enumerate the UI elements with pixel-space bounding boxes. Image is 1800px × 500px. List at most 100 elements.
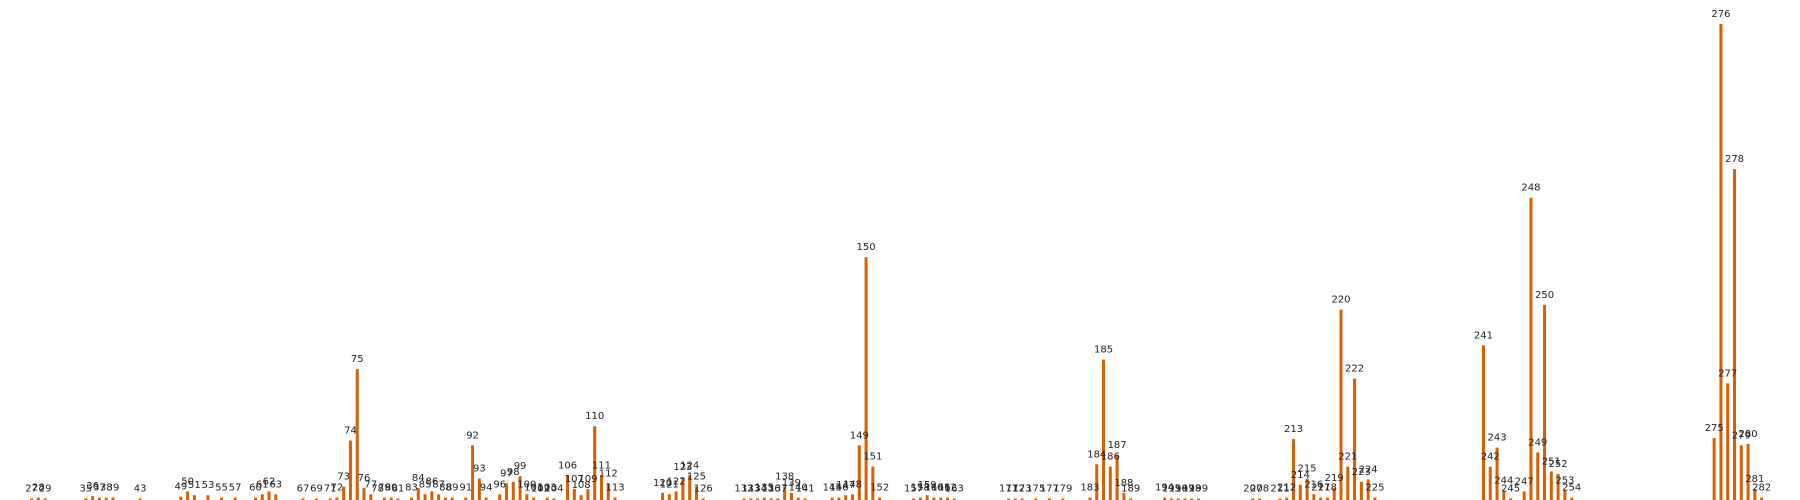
- peak-label-184: 184: [1087, 449, 1106, 460]
- peak-label-276: 276: [1711, 9, 1730, 20]
- peak-label-49: 49: [174, 482, 187, 493]
- peak-bar-214: [1298, 484, 1302, 500]
- peak-bar-135: [762, 497, 766, 500]
- peak-bar-55: [220, 497, 224, 500]
- peak-label-254: 254: [1562, 483, 1581, 494]
- peak-label-212: 212: [1277, 483, 1296, 494]
- peak-label-94: 94: [480, 483, 493, 494]
- peak-bar-187: [1115, 454, 1119, 500]
- peak-label-148: 148: [843, 479, 862, 490]
- peak-bar-60: [253, 497, 257, 500]
- peak-label-126: 126: [694, 484, 713, 495]
- peak-label-28: 28: [32, 483, 45, 494]
- peak-label-27: 27: [25, 484, 38, 495]
- peak-bar-212: [1285, 497, 1289, 500]
- peak-label-37: 37: [93, 483, 106, 494]
- peak-label-89: 89: [446, 483, 459, 494]
- peak-bar-225: [1373, 497, 1377, 500]
- peak-bar-49: [179, 496, 183, 500]
- peak-bar-223: [1359, 481, 1363, 500]
- peak-bar-207: [1251, 498, 1255, 500]
- peak-label-280: 280: [1739, 429, 1758, 440]
- peak-label-282: 282: [1752, 483, 1771, 494]
- peak-bar-138: [783, 486, 787, 500]
- peak-label-112: 112: [599, 468, 618, 479]
- peak-bar-62: [267, 491, 271, 500]
- peak-label-78: 78: [371, 484, 384, 495]
- peak-bar-162: [945, 497, 949, 500]
- peak-bar-281: [1753, 489, 1757, 500]
- peak-label-145: 145: [823, 483, 842, 494]
- peak-label-199: 199: [1189, 484, 1208, 495]
- peak-bar-98: [511, 481, 515, 500]
- peak-bar-61: [260, 494, 264, 500]
- peak-bar-69: [315, 498, 319, 500]
- peak-label-135: 135: [755, 483, 774, 494]
- peak-bar-50: [186, 491, 190, 500]
- peak-bar-275: [1712, 438, 1716, 500]
- peak-label-35: 35: [79, 484, 92, 495]
- peak-label-97: 97: [500, 468, 513, 479]
- peak-label-61: 61: [256, 479, 269, 490]
- peak-label-162: 162: [938, 483, 957, 494]
- peak-bar-252: [1556, 473, 1560, 500]
- peak-bar-110: [593, 426, 597, 500]
- peak-label-67: 67: [297, 484, 310, 495]
- peak-label-93: 93: [473, 464, 486, 475]
- peak-bar-83: [410, 497, 414, 500]
- peak-bar-189: [1129, 498, 1133, 500]
- peak-label-138: 138: [775, 472, 794, 483]
- peak-label-136: 136: [762, 484, 781, 495]
- peak-label-147: 147: [836, 480, 855, 491]
- peak-bar-126: [701, 498, 705, 500]
- peak-label-108: 108: [572, 480, 591, 491]
- peak-label-196: 196: [1169, 484, 1188, 495]
- peak-label-208: 208: [1250, 484, 1269, 495]
- peak-bar-222: [1353, 378, 1357, 500]
- peak-label-99: 99: [514, 461, 527, 472]
- peak-bar-75: [355, 369, 359, 500]
- peak-label-242: 242: [1481, 452, 1500, 463]
- peak-label-50: 50: [181, 476, 194, 487]
- peak-label-106: 106: [558, 460, 577, 471]
- peak-label-152: 152: [870, 483, 889, 494]
- peak-bar-76: [362, 488, 366, 500]
- peak-bar-188: [1122, 492, 1126, 500]
- peak-label-160: 160: [924, 483, 943, 494]
- peak-label-91: 91: [459, 483, 472, 494]
- peak-label-220: 220: [1331, 295, 1350, 306]
- peak-bar-157: [912, 498, 916, 500]
- peak-bar-282: [1760, 497, 1764, 500]
- peak-label-109: 109: [578, 474, 597, 485]
- peak-label-186: 186: [1101, 452, 1120, 463]
- peak-bar-245: [1509, 498, 1513, 500]
- peak-label-245: 245: [1501, 484, 1520, 495]
- peak-bar-81: [396, 498, 400, 500]
- peak-bar-73: [342, 486, 346, 500]
- peak-label-113: 113: [606, 483, 625, 494]
- peak-bar-161: [939, 497, 943, 500]
- peak-bar-137: [776, 498, 780, 500]
- peak-bar-185: [1102, 359, 1106, 500]
- peak-bar-67: [301, 498, 305, 500]
- peak-bar-254: [1570, 497, 1574, 500]
- peak-label-211: 211: [1270, 484, 1289, 495]
- peak-bar-123: [681, 477, 685, 500]
- peak-bar-87: [437, 494, 441, 500]
- peak-label-243: 243: [1488, 433, 1507, 444]
- peak-bar-104: [552, 498, 556, 500]
- peak-label-140: 140: [789, 483, 808, 494]
- peak-label-110: 110: [585, 411, 604, 422]
- peak-label-279: 279: [1732, 430, 1751, 441]
- peak-label-281: 281: [1745, 474, 1764, 485]
- peak-label-146: 146: [829, 483, 848, 494]
- peak-label-194: 194: [1155, 483, 1174, 494]
- peak-label-161: 161: [931, 483, 950, 494]
- peak-bar-279: [1739, 445, 1743, 500]
- peak-label-207: 207: [1243, 484, 1262, 495]
- peak-label-248: 248: [1521, 183, 1540, 194]
- peak-bar-217: [1319, 497, 1323, 500]
- peak-label-76: 76: [358, 473, 371, 484]
- peak-bar-241: [1481, 345, 1485, 500]
